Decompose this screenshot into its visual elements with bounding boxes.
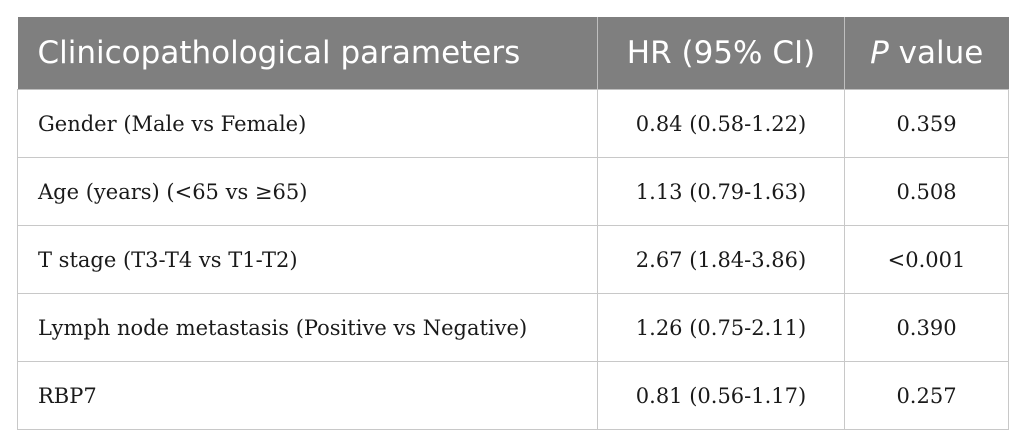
cell-p-value: 0.359 xyxy=(844,89,1009,158)
header-parameter: Clinicopathological parameters xyxy=(17,17,598,90)
cell-parameter: Age (years) (<65 vs ≥65) xyxy=(17,157,598,226)
table-row: Gender (Male vs Female) 0.84 (0.58-1.22)… xyxy=(17,89,1009,158)
table-row: T stage (T3-T4 vs T1-T2) 2.67 (1.84-3.86… xyxy=(17,225,1009,294)
header-p-italic: P xyxy=(870,35,889,71)
header-p-value: P value xyxy=(844,17,1009,90)
table-row: RBP7 0.81 (0.56-1.17) 0.257 xyxy=(17,361,1009,430)
header-row: Clinicopathological parameters HR (95% C… xyxy=(17,17,1009,90)
cell-parameter: Lymph node metastasis (Positive vs Negat… xyxy=(17,293,598,362)
data-table: Clinicopathological parameters HR (95% C… xyxy=(17,17,1009,430)
cell-parameter: RBP7 xyxy=(17,361,598,430)
cox-regression-table: Clinicopathological parameters HR (95% C… xyxy=(17,17,1009,430)
table-row: Lymph node metastasis (Positive vs Negat… xyxy=(17,293,1009,362)
cell-hr: 0.84 (0.58-1.22) xyxy=(597,89,845,158)
cell-hr: 1.26 (0.75-2.11) xyxy=(597,293,845,362)
cell-p-value: 0.390 xyxy=(844,293,1009,362)
cell-hr: 0.81 (0.56-1.17) xyxy=(597,361,845,430)
table-row: Age (years) (<65 vs ≥65) 1.13 (0.79-1.63… xyxy=(17,157,1009,226)
cell-parameter: Gender (Male vs Female) xyxy=(17,89,598,158)
header-hr: HR (95% CI) xyxy=(597,17,845,90)
cell-hr: 1.13 (0.79-1.63) xyxy=(597,157,845,226)
cell-p-value: 0.508 xyxy=(844,157,1009,226)
cell-hr: 2.67 (1.84-3.86) xyxy=(597,225,845,294)
cell-p-value: 0.257 xyxy=(844,361,1009,430)
cell-parameter: T stage (T3-T4 vs T1-T2) xyxy=(17,225,598,294)
header-p-rest: value xyxy=(888,35,984,71)
cell-p-value: <0.001 xyxy=(844,225,1009,294)
